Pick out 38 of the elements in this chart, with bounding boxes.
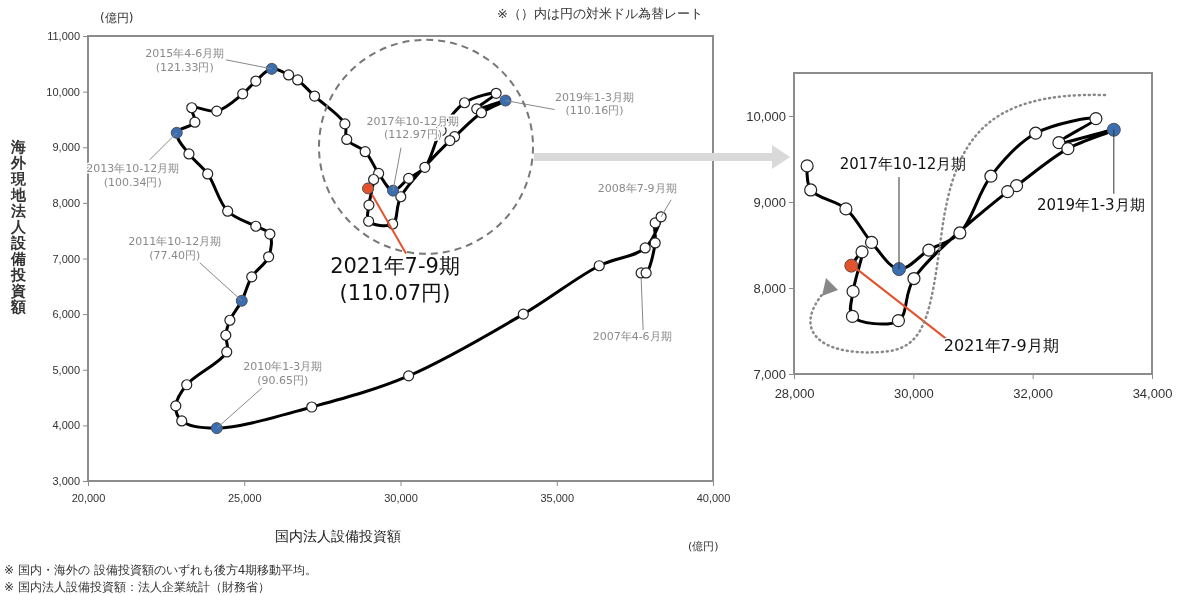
- text: ※（）内は円の対米ドル為替レート: [497, 6, 703, 21]
- x-tick-label: 30,000: [384, 492, 418, 505]
- y-tick-label: 3,000: [52, 475, 80, 488]
- annotation: 2019年1-3月期 (110.16円): [555, 90, 634, 118]
- text: ※ 国内・海外の 設備投資額のいずれも後方4期移動平均。: [4, 563, 318, 577]
- text: (億円): [688, 540, 719, 553]
- annotation: 2011年10-12月期 (77.40円): [128, 234, 222, 262]
- x-tick-label: 34,000: [1132, 385, 1173, 401]
- annotation: 2010年1-3月期 (90.65円): [243, 360, 323, 387]
- y-tick-label: 11,000: [47, 30, 80, 43]
- y-tick-label: 6,000: [52, 308, 80, 321]
- x-tick-label: 40,000: [696, 492, 731, 505]
- y-tick-label: 10,000: [46, 85, 80, 98]
- annotation: 2007年4-6月期: [592, 329, 672, 343]
- x-axis-title: 国内法人設備投資額: [275, 528, 401, 544]
- y-tick-label: 10,000: [746, 108, 786, 124]
- y-tick-label: 8,000: [52, 196, 80, 209]
- y-tick-label: 7,000: [753, 366, 786, 382]
- text: 海外現地法人設備投資額: [10, 138, 26, 317]
- x-tick-label: 25,000: [227, 492, 262, 505]
- y-tick-label: 5,000: [52, 363, 80, 376]
- y-tick-label: 4,000: [52, 419, 80, 432]
- x-tick-label: 30,000: [893, 385, 934, 401]
- annotation: 2019年1-3月期: [1036, 195, 1145, 214]
- annotation: 2021年7-9月期: [943, 335, 1059, 355]
- x-tick-label: 32,000: [1013, 385, 1054, 401]
- y-tick-label: 9,000: [753, 194, 786, 210]
- annotation: 2008年7-9月期: [597, 181, 677, 195]
- x-tick-label: 20,000: [71, 492, 106, 505]
- x-tick-label: 28,000: [774, 385, 815, 401]
- annotation: 2021年7-9期 (110.07円): [330, 254, 460, 305]
- y-tick-label: 9,000: [52, 141, 80, 154]
- text: (億円): [100, 11, 134, 25]
- x-tick-label: 35,000: [540, 492, 575, 505]
- annotation: 2015年4-6月期 (121.33円): [145, 46, 225, 74]
- y-tick-label: 8,000: [753, 280, 786, 296]
- y-tick-label: 7,000: [52, 252, 80, 265]
- text: ※ 国内法人設備投資額：法人企業統計（財務省）: [4, 580, 270, 594]
